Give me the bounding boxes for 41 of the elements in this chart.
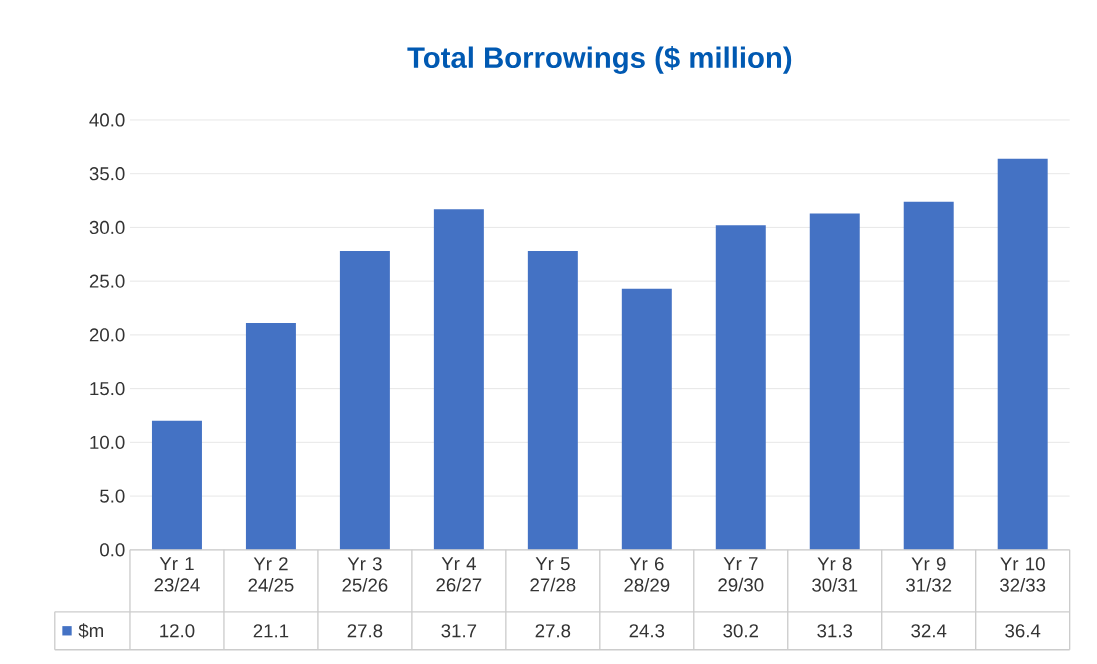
y-tick-label: 25.0 bbox=[89, 274, 125, 288]
y-tick-label: 20.0 bbox=[89, 328, 125, 342]
bar bbox=[245, 323, 296, 550]
data-label: 24.3 bbox=[629, 624, 665, 638]
bar bbox=[997, 158, 1048, 550]
data-label: 31.7 bbox=[441, 624, 477, 638]
bar bbox=[433, 209, 484, 550]
chart-title: Total Borrowings ($ million) bbox=[407, 46, 792, 75]
y-tick-label: 5.0 bbox=[100, 489, 125, 503]
x-tick-label: Yr 5 27/28 bbox=[530, 557, 576, 592]
y-tick-label: 35.0 bbox=[89, 167, 125, 181]
data-label: 32.4 bbox=[911, 624, 947, 638]
bar bbox=[903, 201, 954, 550]
data-label: 12.0 bbox=[160, 624, 195, 638]
x-tick-label: Yr 4 26/27 bbox=[436, 557, 482, 592]
x-tick-label: Yr 6 28/29 bbox=[624, 557, 670, 592]
data-label: 36.4 bbox=[1005, 624, 1041, 638]
data-label: 31.3 bbox=[817, 624, 853, 638]
x-tick-label: Yr 7 29/30 bbox=[718, 557, 764, 592]
bar bbox=[621, 288, 672, 550]
data-label: 21.1 bbox=[253, 624, 289, 638]
bar bbox=[809, 213, 860, 550]
x-tick-label: Yr 10 32/33 bbox=[1000, 557, 1046, 592]
data-label: 30.2 bbox=[723, 624, 759, 638]
bar bbox=[527, 251, 578, 550]
bar bbox=[715, 225, 766, 550]
x-tick-label: Yr 1 23/24 bbox=[154, 557, 200, 592]
y-tick-label: 10.0 bbox=[90, 435, 125, 450]
x-tick-label: Yr 3 25/26 bbox=[342, 557, 388, 592]
bar bbox=[151, 420, 202, 550]
data-label: 27.8 bbox=[535, 624, 571, 638]
bar bbox=[339, 251, 390, 550]
y-tick-label: 30.0 bbox=[89, 220, 125, 235]
y-tick-label: 40.0 bbox=[89, 113, 125, 127]
data-label: 27.8 bbox=[347, 624, 383, 638]
y-tick-label: 15.0 bbox=[90, 382, 125, 396]
legend-label: $m bbox=[78, 623, 103, 639]
y-tick-label: 0.0 bbox=[100, 543, 125, 557]
x-tick-label: Yr 8 30/31 bbox=[812, 557, 858, 592]
x-tick-label: Yr 9 31/32 bbox=[906, 557, 952, 592]
x-tick-label: Yr 2 24/25 bbox=[248, 557, 294, 592]
